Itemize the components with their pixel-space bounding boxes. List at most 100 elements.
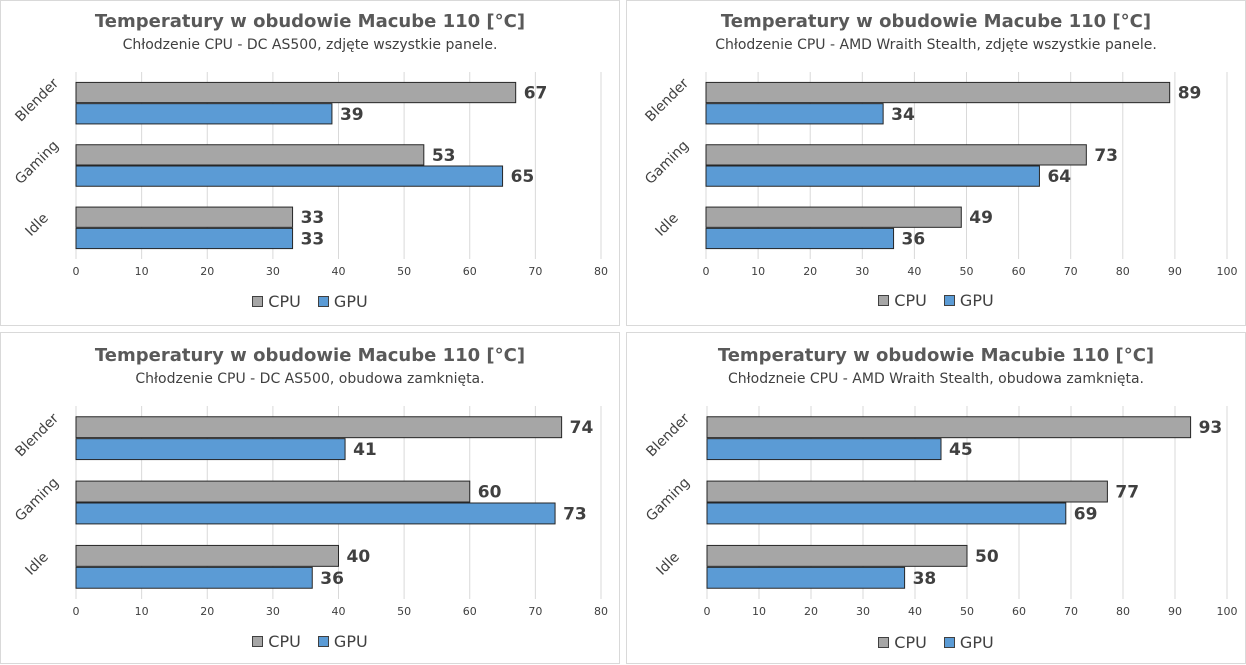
legend-swatch-cpu bbox=[252, 296, 264, 307]
chart-panel-bottom-right: Temperatury w obudowie Macubie 110 [°C] … bbox=[626, 332, 1246, 664]
x-tick-label: 30 bbox=[266, 265, 280, 278]
bar-gpu bbox=[75, 566, 313, 589]
x-tick-label: 50 bbox=[397, 605, 411, 618]
chart-title: Temperatury w obudowie Macube 110 [°C] bbox=[94, 11, 526, 32]
bar-cpu bbox=[75, 206, 294, 228]
x-tick-label: 0 bbox=[703, 265, 710, 278]
data-label: 89 bbox=[1178, 84, 1202, 104]
x-tick-label: 70 bbox=[1064, 265, 1078, 278]
bar-cpu bbox=[705, 81, 1171, 104]
x-tick-label: 10 bbox=[751, 265, 765, 278]
bar-cpu bbox=[75, 480, 471, 503]
data-label: 50 bbox=[975, 547, 999, 567]
data-label: 53 bbox=[432, 146, 456, 166]
data-label: 36 bbox=[902, 229, 926, 249]
legend-item-cpu: CPU bbox=[252, 632, 301, 651]
category-label: Idle bbox=[653, 549, 682, 578]
category-label: Blender bbox=[642, 75, 692, 125]
bar-gpu bbox=[706, 438, 942, 461]
bar-cpu bbox=[75, 144, 425, 166]
legend-item-gpu: GPU bbox=[317, 632, 368, 651]
data-label: 69 bbox=[1074, 504, 1098, 524]
data-label: 39 bbox=[340, 105, 364, 125]
legend-swatch-cpu bbox=[252, 636, 264, 647]
bar-chart-plot: 0 10 20 30 40 50 60 70 80 90 100 Blender 89 34 Gaming 7… bbox=[642, 72, 1238, 278]
bar-cpu bbox=[706, 480, 1108, 503]
x-tick-label: 90 bbox=[1168, 605, 1182, 618]
data-label: 38 bbox=[913, 569, 937, 589]
chart-legend: CPU GPU bbox=[627, 291, 1245, 310]
bar-chart-plot: 0 10 20 30 40 50 60 70 80 Blender 67 39 Gaming 53 65 Id… bbox=[12, 72, 608, 278]
legend-label-gpu: GPU bbox=[959, 291, 994, 310]
data-label: 65 bbox=[511, 167, 535, 187]
data-label: 93 bbox=[1199, 418, 1223, 438]
legend-swatch-gpu bbox=[943, 295, 955, 306]
x-tick-label: 80 bbox=[1116, 265, 1130, 278]
x-tick-label: 80 bbox=[1116, 605, 1130, 618]
legend-label-gpu: GPU bbox=[959, 633, 994, 652]
x-tick-label: 20 bbox=[803, 265, 817, 278]
bar-gpu bbox=[705, 165, 1040, 187]
chart-panel-top-left: Temperatury w obudowie Macube 110 [°C] C… bbox=[0, 0, 620, 326]
category-label: Blender bbox=[643, 410, 693, 460]
legend-item-gpu: GPU bbox=[943, 633, 994, 652]
data-label: 60 bbox=[478, 483, 502, 503]
x-tick-label: 80 bbox=[594, 265, 608, 278]
bar-chart-plot: 0 10 20 30 40 50 60 70 80 Blender 74 41 Gaming 60 73 Id… bbox=[12, 406, 608, 618]
x-tick-label: 10 bbox=[752, 605, 766, 618]
legend-label-cpu: CPU bbox=[894, 291, 927, 310]
bar-cpu bbox=[75, 81, 517, 104]
legend-swatch-cpu bbox=[878, 637, 890, 648]
bar-gpu bbox=[75, 227, 294, 250]
x-tick-label: 60 bbox=[1012, 605, 1026, 618]
legend-label-cpu: CPU bbox=[268, 632, 301, 651]
category-label: Idle bbox=[22, 549, 51, 578]
x-tick-label: 50 bbox=[960, 265, 974, 278]
x-tick-label: 10 bbox=[135, 265, 149, 278]
x-tick-label: 30 bbox=[856, 605, 870, 618]
bar-cpu bbox=[706, 416, 1192, 439]
category-label: Gaming bbox=[642, 138, 692, 188]
x-tick-label: 70 bbox=[528, 265, 542, 278]
data-label: 73 bbox=[1094, 146, 1118, 166]
legend-label-cpu: CPU bbox=[894, 633, 927, 652]
chart-subtitle: Chłodzneie CPU - AMD Wraith Stealth, obu… bbox=[728, 371, 1144, 387]
x-tick-label: 20 bbox=[804, 605, 818, 618]
x-tick-label: 90 bbox=[1168, 265, 1182, 278]
x-tick-label: 80 bbox=[594, 605, 608, 618]
chart-legend: CPU GPU bbox=[627, 633, 1245, 652]
bar-cpu bbox=[75, 544, 339, 567]
category-label: Idle bbox=[22, 210, 51, 239]
bar-gpu bbox=[75, 165, 504, 187]
legend-item-gpu: GPU bbox=[317, 292, 368, 311]
data-label: 33 bbox=[301, 229, 325, 249]
x-tick-label: 100 bbox=[1217, 265, 1238, 278]
category-label: Idle bbox=[652, 210, 681, 239]
bar-gpu bbox=[75, 103, 333, 125]
chart-legend: CPU GPU bbox=[1, 632, 619, 651]
chart-subtitle: Chłodzenie CPU - DC AS500, obudowa zamkn… bbox=[135, 371, 485, 387]
x-tick-label: 0 bbox=[73, 265, 80, 278]
chart-title: Temperatury w obudowie Macube 110 [°C] bbox=[94, 345, 526, 366]
data-label: 64 bbox=[1047, 167, 1071, 187]
chart-panel-bottom-left: Temperatury w obudowie Macube 110 [°C] C… bbox=[0, 332, 620, 664]
x-tick-label: 20 bbox=[200, 605, 214, 618]
legend-label-cpu: CPU bbox=[268, 292, 301, 311]
x-tick-label: 60 bbox=[1012, 265, 1026, 278]
chart-title: Temperatury w obudowie Macube 110 [°C] bbox=[720, 11, 1152, 32]
bar-gpu bbox=[705, 227, 895, 250]
x-tick-label: 40 bbox=[907, 265, 921, 278]
x-tick-label: 70 bbox=[528, 605, 542, 618]
data-label: 33 bbox=[301, 208, 325, 228]
data-label: 34 bbox=[891, 105, 915, 125]
bar-gpu bbox=[705, 103, 884, 125]
x-tick-label: 20 bbox=[200, 265, 214, 278]
data-label: 41 bbox=[353, 440, 377, 460]
legend-item-cpu: CPU bbox=[878, 633, 927, 652]
category-label: Gaming bbox=[643, 475, 693, 525]
x-tick-label: 40 bbox=[908, 605, 922, 618]
chart-panel-top-right: Temperatury w obudowie Macube 110 [°C] C… bbox=[626, 0, 1246, 326]
data-label: 49 bbox=[969, 208, 993, 228]
x-tick-label: 50 bbox=[397, 265, 411, 278]
bar-cpu bbox=[705, 206, 962, 228]
